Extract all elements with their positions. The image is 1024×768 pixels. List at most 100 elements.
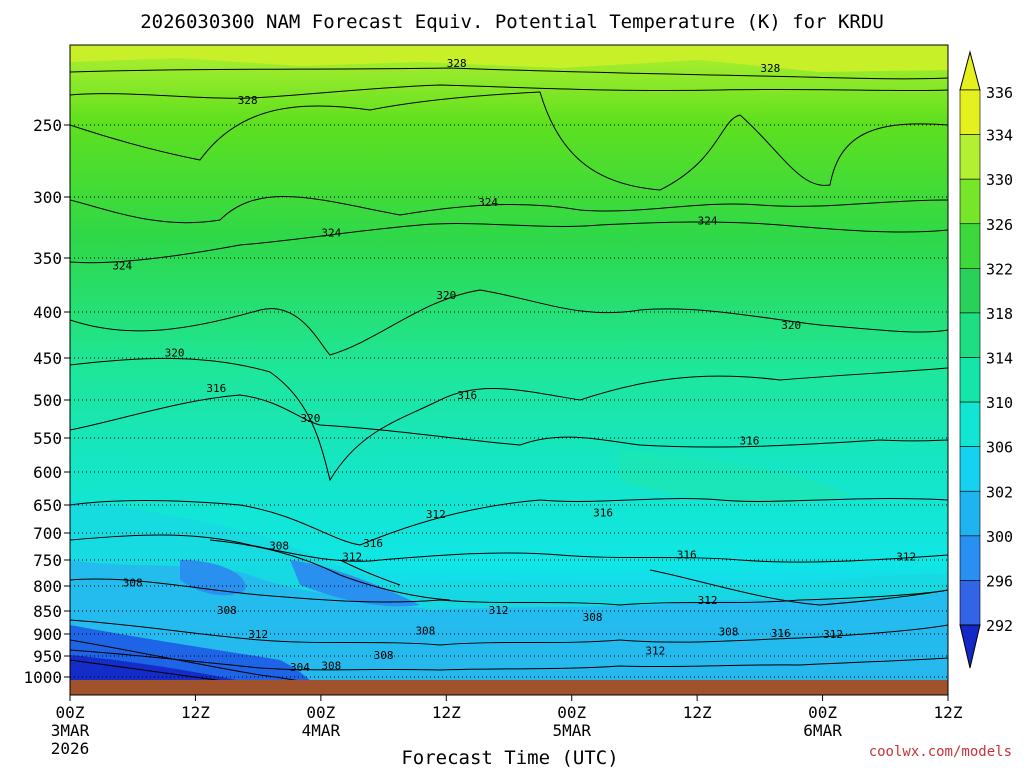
contour-line	[339, 559, 401, 586]
contour-label: 324	[478, 196, 498, 209]
contour-label: 320	[781, 319, 801, 332]
contour-label: 316	[206, 382, 226, 395]
contour-label: 320	[300, 412, 320, 425]
colorbar-label: 296	[986, 572, 1013, 590]
contour-line	[649, 569, 948, 606]
colorbar-bottom-arrow	[959, 624, 981, 669]
x-tick-label: 6MAR	[803, 721, 842, 740]
colorbar-band	[959, 357, 981, 403]
contour-line	[70, 619, 948, 646]
contour-label: 308	[269, 540, 289, 553]
contour-label: 312	[342, 550, 362, 563]
contour-label: 316	[457, 389, 477, 402]
contour-label: 324	[321, 227, 341, 240]
y-tick-label: 850	[33, 602, 62, 621]
contour-label: 312	[645, 645, 665, 658]
contour-label: 316	[677, 549, 697, 562]
contour-label: 312	[426, 508, 446, 521]
x-tick-label: 2026	[51, 739, 90, 758]
y-tick-label: 950	[33, 647, 62, 666]
y-tick-label: 500	[33, 391, 62, 410]
colorbar-label: 300	[986, 528, 1013, 546]
x-axis-label: Forecast Time (UTC)	[401, 747, 618, 768]
contour-label: 316	[593, 506, 613, 519]
plot-frame	[69, 44, 949, 696]
contour-label: 308	[321, 660, 341, 673]
y-tick-label: 400	[33, 303, 62, 322]
y-axis: 250 300 350 400 450 500 550 600 650 700 750 800 850 9…	[23, 116, 70, 687]
contour-label: 308	[374, 649, 394, 662]
colorbar-label: 336	[986, 84, 1013, 102]
colorbar-band	[959, 268, 981, 314]
contour-lines	[70, 67, 948, 689]
contour-line	[70, 91, 948, 191]
colorbar-band	[959, 178, 981, 225]
colorbar-band	[959, 89, 981, 135]
colorbar-band	[959, 401, 981, 447]
contour-label: 316	[739, 434, 759, 447]
x-tick-label: 00Z	[306, 703, 335, 722]
contour-line	[70, 394, 948, 448]
y-tick-label: 700	[33, 524, 62, 543]
credit-text: coolwx.com/models	[869, 744, 1012, 760]
region-cell-2	[290, 560, 420, 607]
contour-line	[209, 539, 451, 601]
y-tick-label: 600	[33, 463, 62, 482]
contour-label: 316	[363, 537, 383, 550]
colorbar-label: 334	[986, 127, 1013, 145]
x-tick-label: 12Z	[181, 703, 210, 722]
contour-label: 324	[112, 260, 132, 273]
x-tick-label: 4MAR	[302, 721, 341, 740]
colorbar-label: 310	[986, 394, 1013, 412]
region-306	[70, 560, 948, 695]
contour-line	[70, 534, 948, 563]
contour-line	[70, 357, 948, 482]
contour-label: 316	[771, 627, 791, 640]
chart-title: 2026030300 NAM Forecast Equiv. Potential…	[140, 11, 884, 33]
colorbar: 336 334 330 326 322 318 314 310 306 302 300 296 292	[959, 50, 1013, 669]
contour-label: 312	[489, 604, 509, 617]
contour-line	[70, 578, 948, 606]
y-tick-label: 300	[33, 188, 62, 207]
plot-area: 328 3283283243243243243203203203203163163…	[70, 45, 948, 695]
contour-label: 308	[583, 611, 603, 624]
region-cell-3	[620, 450, 850, 504]
colorbar-label: 302	[986, 483, 1013, 501]
y-tick-label: 650	[33, 496, 62, 515]
colorbar-label: 326	[986, 216, 1013, 234]
x-tick-label: 00Z	[557, 703, 586, 722]
x-tick-label: 00Z	[56, 703, 85, 722]
contour-label: 328	[238, 94, 258, 107]
x-tick-label: 00Z	[808, 703, 837, 722]
colorbar-label: 318	[986, 305, 1013, 323]
colorbar-band	[959, 134, 981, 180]
contour-line	[70, 221, 948, 264]
contour-line	[70, 67, 948, 80]
colorbar-bands	[959, 89, 981, 626]
contour-label: 328	[447, 57, 467, 70]
region-cell-1	[180, 560, 246, 596]
contour-label: 328	[760, 62, 780, 75]
y-tick-label: 750	[33, 551, 62, 570]
y-tick-label: 350	[33, 249, 62, 268]
contour-label: 320	[436, 289, 456, 302]
colorbar-band	[959, 490, 981, 537]
y-tick-label: 800	[33, 577, 62, 596]
x-tick-label: 12Z	[683, 703, 712, 722]
y-tick-label: 550	[33, 429, 62, 448]
ground-strip	[70, 680, 948, 695]
contour-label: 312	[248, 628, 268, 641]
contour-line	[70, 498, 948, 546]
contour-line	[70, 84, 948, 99]
contour-label: 304	[290, 661, 310, 674]
contour-labels: 328 3283283243243243243203203203203163163…	[112, 57, 916, 674]
colorbar-label: 292	[986, 617, 1013, 635]
colorbar-top-arrow	[959, 50, 981, 91]
colorbar-label: 330	[986, 171, 1013, 189]
colorbar-band	[959, 223, 981, 269]
contour-label: 312	[896, 550, 916, 563]
colorbar-label: 314	[986, 350, 1013, 368]
contour-label: 308	[415, 625, 435, 638]
